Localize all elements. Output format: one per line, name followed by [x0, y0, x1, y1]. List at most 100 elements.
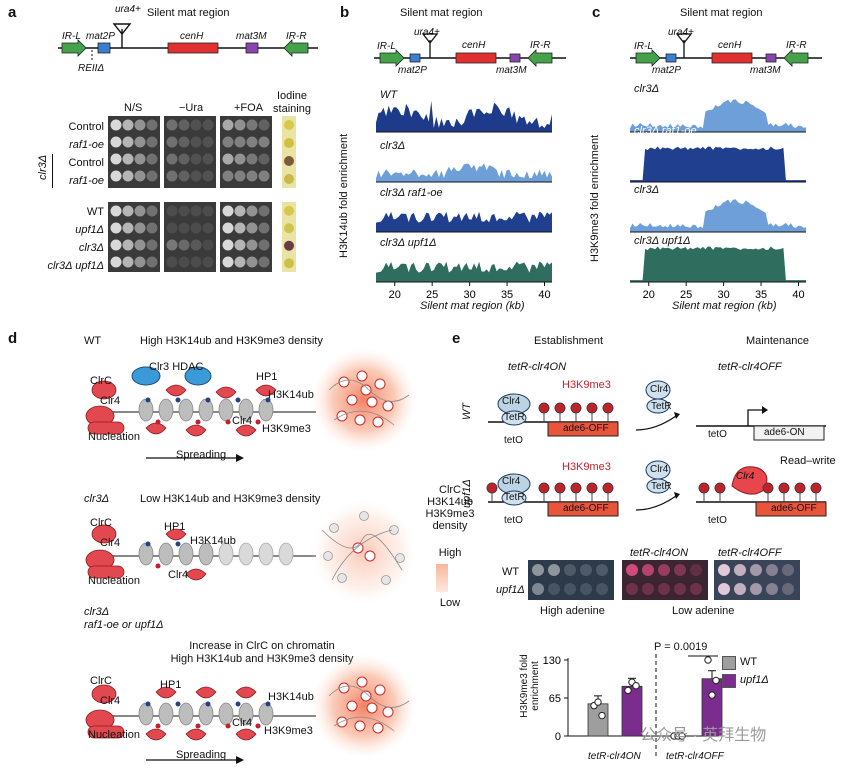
d-wt-chromatin-cloud — [312, 348, 416, 452]
spot — [258, 239, 270, 251]
spot — [190, 205, 202, 217]
spot — [222, 205, 234, 217]
spot — [190, 239, 202, 251]
plate-block — [164, 202, 216, 272]
spot — [134, 256, 146, 268]
d-wt-clr3hdac: Clr3 HDAC — [149, 361, 204, 373]
x-tick-label: 35 — [501, 289, 513, 301]
spot — [166, 222, 178, 234]
d-clr3-schematic — [85, 524, 316, 581]
ade-spot — [782, 564, 794, 576]
ade-spot — [564, 583, 576, 595]
data-point — [594, 698, 602, 706]
iodine-spot — [284, 174, 294, 184]
map-c-cenh: cenH — [718, 40, 742, 51]
spot — [110, 153, 122, 165]
data-point — [632, 682, 640, 690]
spot — [134, 222, 146, 234]
spot — [234, 136, 246, 148]
ade-spot — [690, 564, 702, 576]
d-wt-schematic — [85, 366, 316, 462]
panel-label-c: c — [592, 4, 601, 21]
spot — [122, 239, 134, 251]
d-wt-spreading: Spreading — [176, 449, 227, 461]
x-tick-label: 30 — [463, 289, 475, 301]
spot — [202, 153, 214, 165]
track-b-label-4: clr3Δ upf1Δ — [380, 237, 437, 249]
spot — [202, 256, 214, 268]
ade-spot — [734, 583, 746, 595]
spot — [146, 256, 158, 268]
row-group-clr3: clr3Δ — [37, 154, 49, 180]
spot — [222, 136, 234, 148]
panel-c-map — [630, 33, 822, 67]
spot — [110, 119, 122, 131]
row-clr3-upf1: clr3Δ upf1Δ — [47, 260, 104, 272]
spot — [222, 153, 234, 165]
d-clr3-label: clr3Δ — [84, 493, 110, 505]
map-c-mat2p: mat2P — [652, 65, 681, 76]
row-control-2: Control — [68, 157, 104, 169]
panel-b-title: Silent mat region — [400, 7, 483, 19]
ade-spot — [782, 583, 794, 595]
ade-spot — [532, 564, 544, 576]
d-clr3-chromatin-cloud — [310, 498, 418, 606]
ade-spot — [766, 564, 778, 576]
spot — [234, 153, 246, 165]
spot — [122, 222, 134, 234]
spot — [202, 222, 214, 234]
track-area — [376, 211, 552, 232]
row-raf1-2: raf1-oe — [69, 175, 104, 187]
bar-cat-on: tetR-clr4ON — [588, 751, 641, 762]
x-tick-label: 25 — [680, 289, 692, 301]
d-mut-schematic — [85, 684, 316, 764]
spot — [258, 256, 270, 268]
spot — [134, 119, 146, 131]
y-tick-label: 130 — [543, 655, 561, 667]
e-upf1-maintain — [696, 466, 827, 517]
e-wt-tetr: TetR — [504, 412, 525, 423]
d-clr3-clr4b: Clr4 — [168, 569, 189, 581]
ade-spot — [658, 583, 670, 595]
spot — [246, 205, 258, 217]
col-header-ns: N/S — [124, 102, 143, 114]
spot — [202, 119, 214, 131]
track-b-label-2: clr3Δ — [380, 140, 406, 152]
e-wt-maint-teto: tetO — [708, 429, 727, 440]
spot — [134, 170, 146, 182]
row-control-1: Control — [68, 121, 104, 133]
panel-b-xlabel: Silent mat region (kb) — [420, 300, 525, 312]
map-b-mat2p: mat2P — [398, 65, 427, 76]
d-mut-chromatin-cloud — [312, 654, 416, 758]
y-tick-label: 0 — [555, 731, 561, 743]
d-mut-spreading: Spreading — [176, 749, 227, 761]
d-legend-low: Low — [439, 597, 461, 609]
col-header-iodine: Iodine staining — [273, 90, 311, 115]
e-upf1-tetr: TetR — [504, 492, 525, 503]
spot — [166, 136, 178, 148]
map-a-cenh: cenH — [180, 31, 204, 42]
spot — [190, 119, 202, 131]
panel-c-title: Silent mat region — [680, 7, 763, 19]
track-area — [376, 261, 552, 282]
spot — [222, 119, 234, 131]
spot — [202, 205, 214, 217]
track-area — [630, 199, 806, 232]
spot — [190, 153, 202, 165]
e-read-write: Read–write — [780, 455, 836, 467]
track-area — [630, 146, 806, 182]
ade-spot — [718, 583, 730, 595]
d-wt-clrc: ClrC — [90, 375, 112, 387]
d-mut-title: Increase in ClrC on chromatin High H3K14u… — [170, 640, 354, 665]
spot — [146, 222, 158, 234]
d-clr3-title: Low H3K14ub and H3K9me3 density — [140, 493, 321, 505]
data-point — [624, 686, 632, 695]
ade-spot — [690, 583, 702, 595]
e-wt-establish — [488, 393, 619, 437]
spot — [166, 239, 178, 251]
d-wt-label: WT — [84, 335, 102, 347]
spot — [110, 170, 122, 182]
legend-upf1-swatch — [722, 674, 736, 688]
e-upf1-h3k9me3: H3K9me3 — [562, 461, 611, 473]
d-wt-title: High H3K14ub and H3K9me3 density — [140, 335, 323, 347]
